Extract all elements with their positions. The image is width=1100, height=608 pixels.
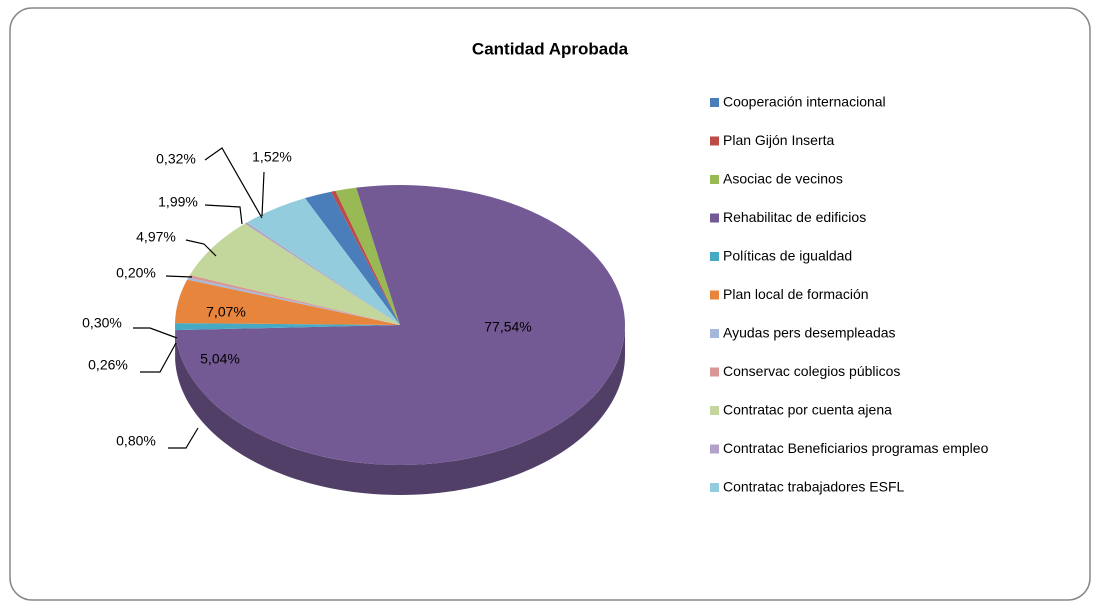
data-label: 77,54%: [484, 319, 531, 335]
data-label: 0,26%: [88, 357, 128, 373]
data-label: 0,32%: [156, 151, 196, 167]
legend-label: Ayudas pers desempleadas: [723, 325, 896, 341]
slice: [188, 274, 400, 325]
leader-line: [204, 204, 243, 225]
legend-label: Contratac trabajadores ESFL: [723, 479, 905, 495]
legend-label: Rehabilitac de edificios: [723, 209, 866, 225]
leader-line: [165, 275, 193, 278]
legend-swatch: [710, 213, 719, 223]
slice: [187, 277, 400, 325]
legend-label: Plan Gijón Inserta: [723, 132, 834, 148]
data-label: 4,97%: [136, 229, 176, 245]
slice: [189, 223, 400, 325]
legend-label: Políticas de igualdad: [723, 248, 852, 264]
leader-line: [140, 342, 177, 373]
slice: [331, 190, 400, 325]
legend-swatch: [710, 175, 719, 184]
leader-line: [185, 239, 217, 257]
slice: [175, 185, 625, 466]
slice-side: [175, 325, 625, 495]
legend-swatch: [710, 290, 719, 300]
data-label: 0,20%: [116, 265, 156, 281]
slice: [304, 191, 400, 325]
slice: [244, 222, 400, 325]
leader-line: [204, 147, 263, 219]
legend-swatch: [710, 367, 719, 377]
data-label: 7,07%: [206, 304, 246, 320]
data-label: 1,99%: [158, 194, 198, 210]
leader-line: [261, 171, 265, 217]
legend-label: Conservac colegios públicos: [723, 363, 900, 379]
legend-label: Contratac por cuenta ajena: [723, 402, 892, 418]
data-label: 0,30%: [82, 315, 122, 331]
data-label: 0,80%: [116, 433, 156, 449]
data-label: 1,52%: [252, 149, 292, 165]
leader-line: [133, 327, 178, 339]
slice: [246, 198, 400, 325]
data-label: 5,04%: [200, 351, 240, 367]
slice: [335, 187, 400, 325]
legend-label: Asociac de vecinos: [723, 171, 843, 187]
legend-swatch: [710, 406, 719, 415]
legend-swatch: [710, 444, 719, 454]
slice: [175, 279, 400, 325]
legend-swatch: [710, 98, 719, 107]
chart-title: Cantidad Aprobada: [472, 39, 629, 58]
legend-label: Plan local de formación: [723, 286, 869, 302]
leader-line: [168, 427, 199, 449]
slice: [175, 323, 400, 331]
legend-swatch: [710, 252, 719, 261]
legend-swatch: [710, 483, 719, 492]
legend-label: Cooperación internacional: [723, 94, 886, 110]
legend-swatch: [710, 136, 719, 146]
legend-swatch: [710, 329, 719, 338]
legend-label: Contratac Beneficiarios programas empleo: [723, 440, 989, 456]
